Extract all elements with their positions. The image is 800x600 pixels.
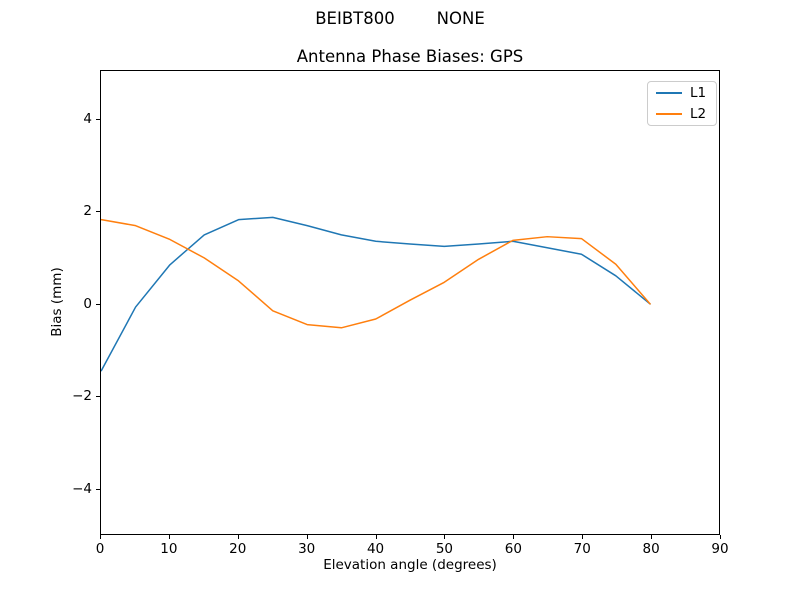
legend-label-l2: L2 xyxy=(690,106,707,122)
x-tick-label: 20 xyxy=(229,541,247,557)
plot-lines xyxy=(101,216,651,372)
y-tick-mark xyxy=(96,396,100,398)
y-tick-label: 2 xyxy=(83,203,92,220)
l1-line-swatch xyxy=(656,92,682,94)
y-tick-mark xyxy=(96,211,100,213)
suptitle: BEIBT800 NONE xyxy=(315,9,485,28)
x-tick-mark xyxy=(582,535,584,539)
series-line-l2 xyxy=(101,218,651,329)
x-tick-label: 80 xyxy=(642,541,660,557)
x-tick-label: 60 xyxy=(504,541,522,557)
y-tick-label: −2 xyxy=(72,388,92,405)
x-tick-label: 40 xyxy=(366,541,385,557)
axes-area: L1 L2 xyxy=(100,70,720,535)
chart-title: Antenna Phase Biases: GPS xyxy=(296,47,524,66)
x-tick-mark xyxy=(720,535,721,539)
y-tick-mark xyxy=(96,118,100,120)
x-tick-mark xyxy=(168,535,170,539)
x-tick-mark xyxy=(444,535,446,539)
y-tick-mark xyxy=(96,303,100,305)
series-line-l1 xyxy=(101,216,651,372)
y-tick-mark xyxy=(96,488,100,490)
x-tick-label: 70 xyxy=(573,541,591,557)
x-axis-label: Elevation angle (degrees) xyxy=(323,557,497,573)
x-tick-mark xyxy=(513,535,515,539)
legend-label-l1: L1 xyxy=(690,85,707,101)
x-tick-label: 10 xyxy=(160,541,178,557)
x-tick-label: 0 xyxy=(95,541,105,557)
legend-entry-l1: L1 xyxy=(656,85,716,101)
x-tick-label: 30 xyxy=(298,541,316,557)
y-tick-label: −4 xyxy=(72,480,92,497)
legend-entry-l2: L2 xyxy=(656,106,716,122)
x-tick-mark xyxy=(306,535,308,539)
l2-line-swatch xyxy=(656,113,682,115)
x-tick-mark xyxy=(237,535,239,539)
x-tick-label: 90 xyxy=(711,541,729,557)
x-tick-mark xyxy=(651,535,653,539)
x-tick-label: 50 xyxy=(435,541,454,557)
x-tick-mark xyxy=(375,535,377,539)
y-tick-label: 0 xyxy=(83,295,92,312)
y-tick-label: 4 xyxy=(83,110,92,127)
legend: L1 L2 xyxy=(647,81,717,126)
x-tick-mark xyxy=(100,535,101,539)
